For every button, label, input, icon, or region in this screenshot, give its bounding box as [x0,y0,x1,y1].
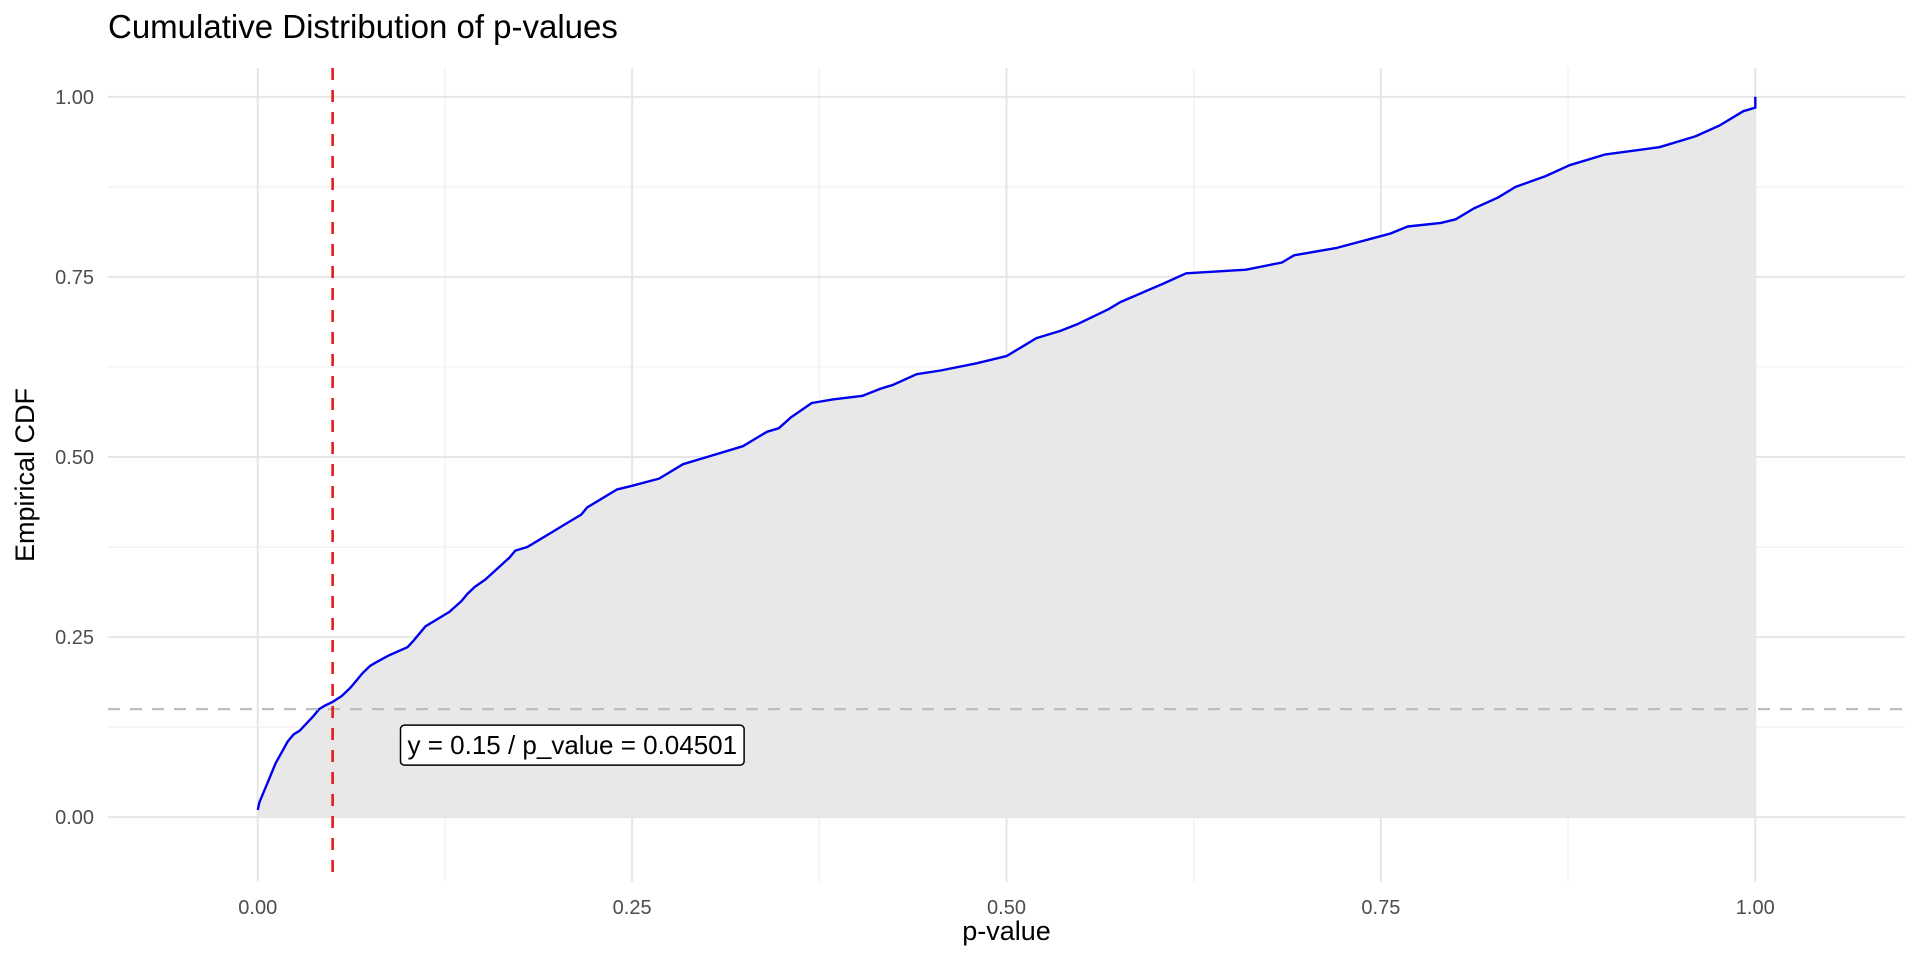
annotation-box [399,724,745,766]
y-axis-title: Empirical CDF [10,388,40,562]
x-tick-label: 0.50 [987,897,1026,919]
chart-title: Cumulative Distribution of p-values [108,8,618,45]
y-tick-label: 0.00 [55,807,94,829]
x-tick-label: 0.75 [1361,897,1400,919]
cdf-area [257,96,1756,818]
cdf-area-group [257,96,1756,818]
x-tick-label: 1.00 [1736,897,1775,919]
reference-lines [108,68,1905,882]
annotation-label: y = 0.15 / p_value = 0.04501 [408,730,738,760]
x-tick-label: 0.00 [238,897,277,919]
y-tick-label: 0.50 [55,447,94,469]
y-tick-label: 1.00 [55,87,94,109]
tick-labels: 0.00 0.25 0.50 0.75 1.00 0.00 0.25 0.50 0.75 1.00 [55,87,1775,919]
y-tick-label: 0.25 [55,627,94,649]
cdf-line-group [256,96,1757,811]
y-tick-label: 0.75 [55,267,94,289]
annotation-group: y = 0.15 / p_value = 0.04501 [399,724,745,766]
cdf-line [256,96,1757,811]
x-tick-label: 0.25 [613,897,652,919]
x-axis-title: p-value [962,916,1051,946]
